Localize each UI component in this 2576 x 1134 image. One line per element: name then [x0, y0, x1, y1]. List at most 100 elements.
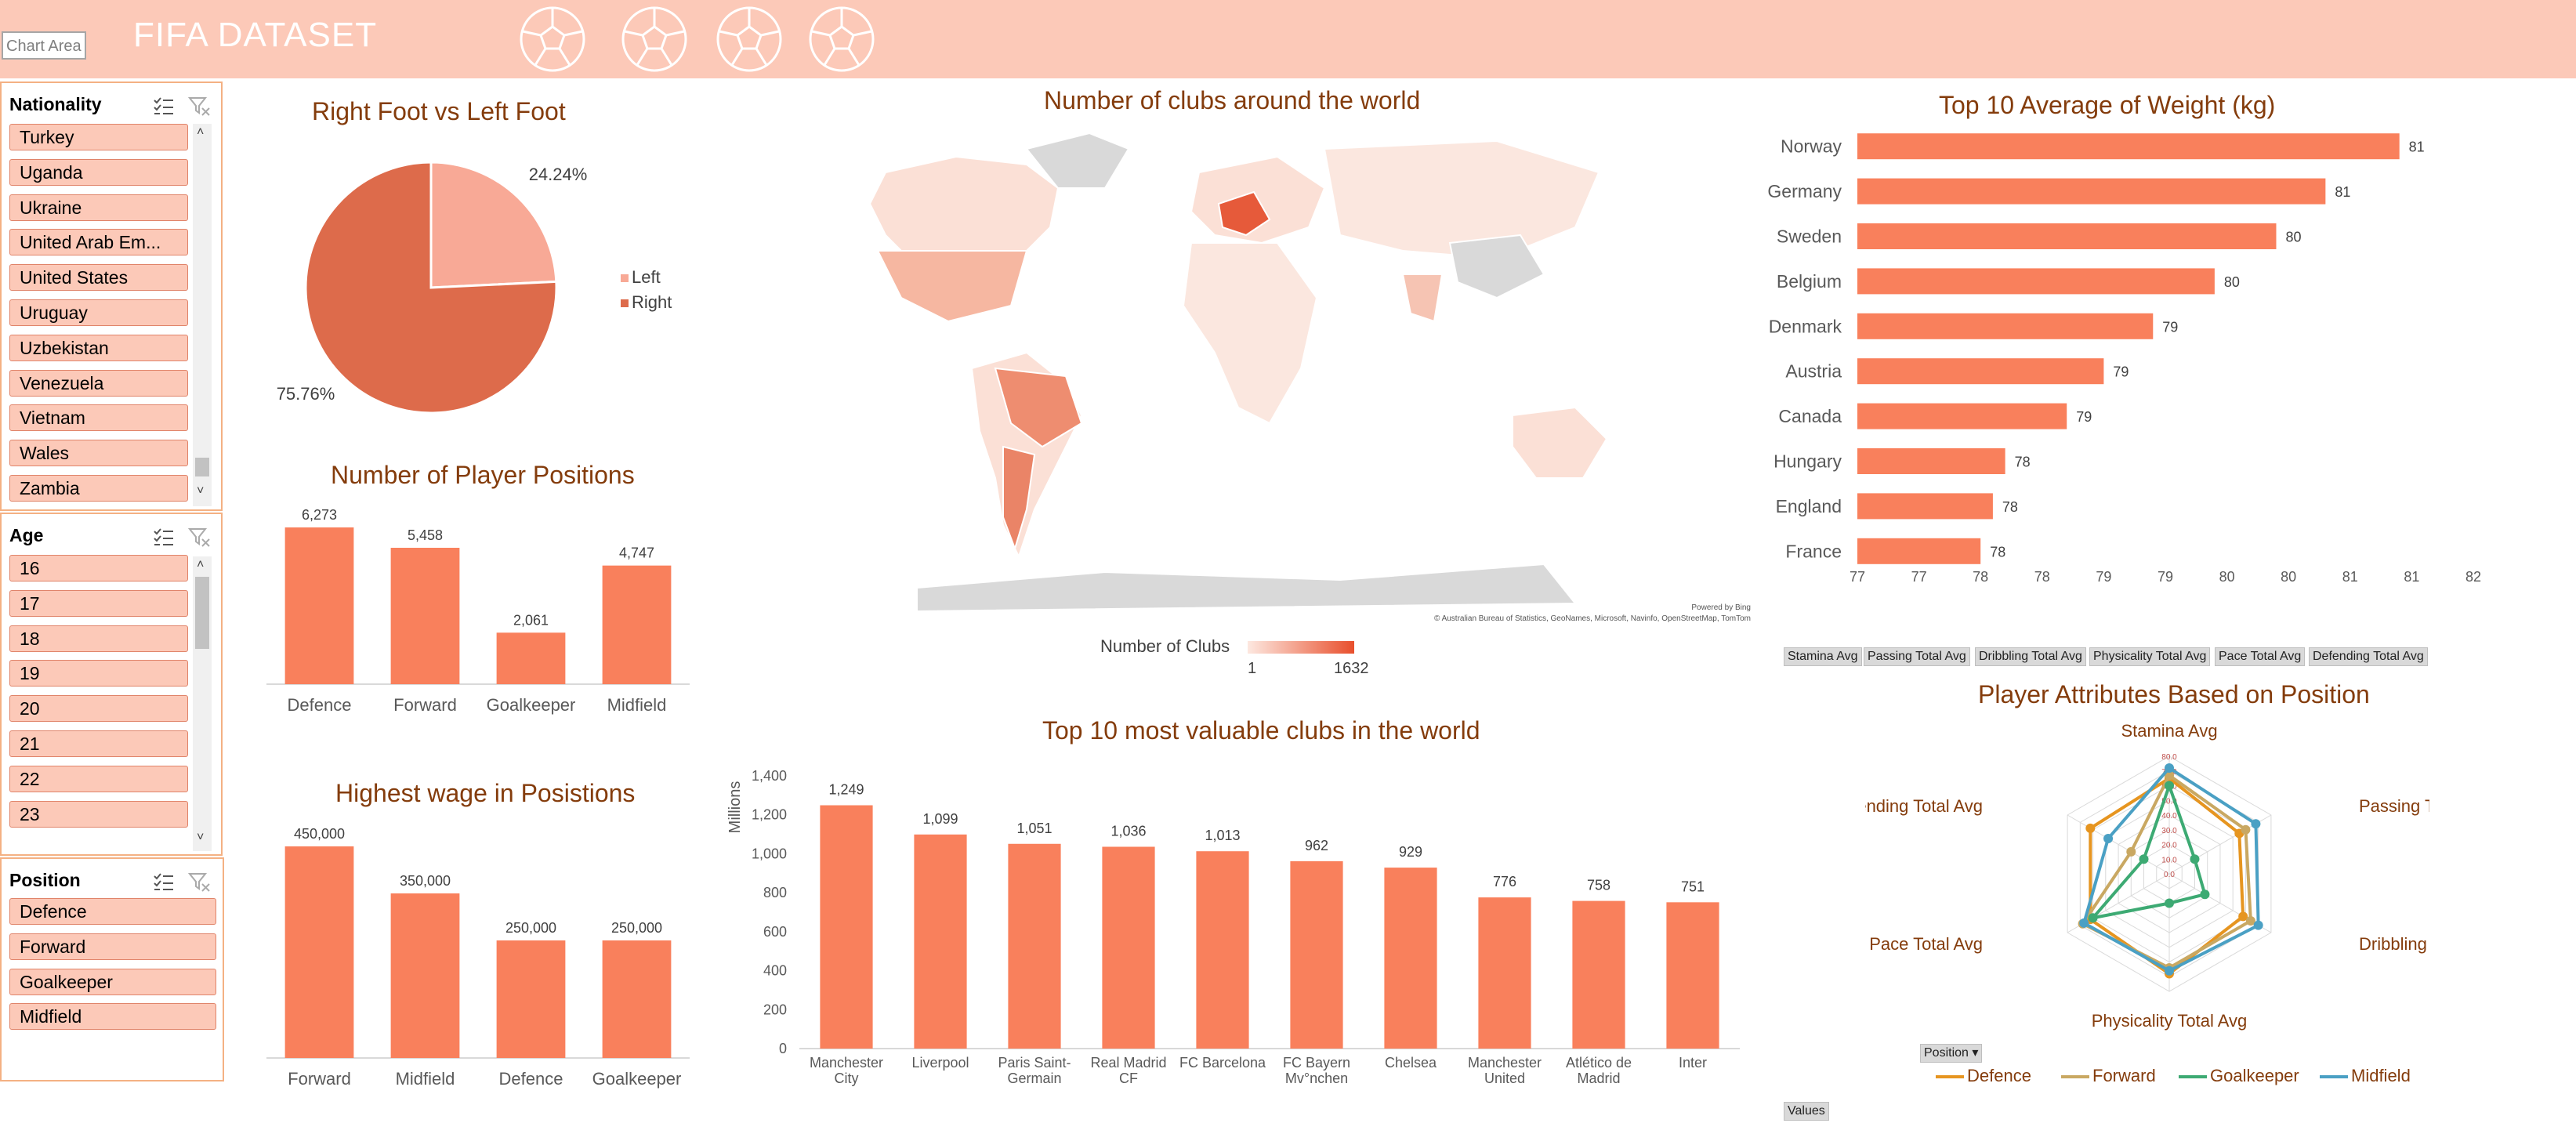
legend-item: Defence: [1936, 1066, 2031, 1086]
world-map[interactable]: Powered by Bing © Australian Bureau of S…: [792, 118, 1755, 627]
slicer-item[interactable]: 20: [9, 695, 188, 723]
legend-swatch: [1936, 1075, 1964, 1079]
radar-field-button[interactable]: Defending Total Avg: [2309, 647, 2428, 666]
radar-tick-label: 80.0: [2161, 753, 2177, 762]
scroll-up-icon[interactable]: ˄: [197, 125, 205, 139]
multi-select-icon[interactable]: [152, 527, 176, 547]
bar: [284, 527, 354, 684]
radar-axis-label: Stamina Avg: [2121, 721, 2217, 741]
radar-field-button[interactable]: Passing Total Avg: [1864, 647, 1970, 666]
radar-axis-label: Passing Total Avg: [2359, 796, 2429, 816]
bar: [602, 565, 672, 684]
radar-point: [2238, 911, 2248, 922]
slicer-item[interactable]: United Arab Em...: [9, 229, 188, 256]
values-field-button[interactable]: Values: [1784, 1102, 1829, 1121]
clear-filter-icon[interactable]: [188, 96, 212, 116]
slicer-item[interactable]: 18: [9, 625, 188, 652]
radar-tick-label: 10.0: [2161, 856, 2177, 864]
bar: [914, 834, 967, 1049]
position-slicer: Position Defence Forward Goalkeeper Midfiel…: [0, 857, 224, 1081]
y-tick-label: 0: [779, 1041, 787, 1056]
greenland-region: [1025, 132, 1130, 189]
nationality-scrollbar[interactable]: ˄ ˅: [193, 124, 212, 506]
clear-filter-icon[interactable]: [188, 527, 212, 547]
slicer-item[interactable]: Midfield: [9, 1003, 216, 1031]
bar-category-label: Midfield: [396, 1069, 455, 1089]
bar-category-label: Chelsea: [1385, 1055, 1437, 1071]
bar-value-label: 751: [1681, 879, 1705, 894]
legend-swatch: [2320, 1075, 2348, 1079]
chart-area-label[interactable]: Chart Area: [2, 31, 86, 60]
bar: [1666, 902, 1719, 1049]
map-title: Number of clubs around the world: [1044, 86, 1421, 114]
bar-category-label: Sweden: [1777, 226, 1842, 247]
slicer-item[interactable]: Uganda: [9, 158, 188, 186]
slicer-item[interactable]: Vietnam: [9, 404, 188, 432]
radar-tick-label: 0.0: [2164, 871, 2175, 879]
bar-value-label: 6,273: [302, 507, 337, 523]
scroll-up-icon[interactable]: ˄: [197, 558, 205, 571]
slicer-item[interactable]: 16: [9, 555, 188, 581]
bar-value-label: 350,000: [400, 873, 451, 889]
radar-field-button[interactable]: Pace Total Avg: [2215, 647, 2306, 666]
slicer-item[interactable]: Wales: [9, 440, 188, 467]
slicer-item[interactable]: Goalkeeper: [9, 968, 216, 995]
scroll-down-icon[interactable]: ˅: [197, 831, 205, 844]
slicer-item[interactable]: 17: [9, 589, 188, 617]
legend-label: Midfield: [2351, 1066, 2411, 1085]
scroll-thumb[interactable]: [195, 458, 209, 476]
bar: [284, 846, 354, 1058]
clear-filter-icon[interactable]: [188, 871, 212, 892]
multi-select-icon[interactable]: [152, 96, 176, 116]
age-scrollbar[interactable]: ˄ ˅: [193, 556, 212, 851]
weight-bar-chart: Norway 81 Germany 81 Sweden 80 Belgium 80 Denmar…: [1767, 133, 2481, 585]
radar-field-button[interactable]: Physicality Total Avg: [2089, 647, 2211, 666]
scroll-down-icon[interactable]: ˅: [197, 484, 205, 498]
position-filter-label: Position: [1924, 1046, 1969, 1060]
slicer-item[interactable]: Ukraine: [9, 194, 188, 221]
radar-field-button[interactable]: Stamina Avg: [1784, 647, 1862, 666]
radar-field-button[interactable]: Dribbling Total Avg: [1975, 647, 2086, 666]
legend-label: Goalkeeper: [2210, 1066, 2299, 1085]
scroll-thumb[interactable]: [195, 577, 209, 649]
age-slicer: Age 16 17 18 19 20 21 22 23 ˄ ˅: [0, 513, 223, 856]
radar-point: [2126, 846, 2136, 857]
multi-select-icon[interactable]: [152, 871, 176, 892]
map-legend-label: Number of Clubs: [1100, 636, 1230, 656]
slicer-item[interactable]: 21: [9, 730, 188, 757]
bar: [1857, 223, 2277, 249]
radar-axis-label: Physicality Total Avg: [2092, 1011, 2248, 1031]
bar-value-label: 78: [2015, 455, 2031, 470]
slicer-item[interactable]: Turkey: [9, 124, 188, 150]
brazil-region: [994, 367, 1083, 448]
bar-category-label: Goalkeeper: [592, 1069, 682, 1089]
radar-spoke: [2067, 814, 2170, 875]
bar-value-label: 81: [2335, 184, 2350, 200]
slicer-item[interactable]: 19: [9, 660, 188, 687]
slicer-item[interactable]: Zambia: [9, 475, 188, 502]
position-slicer-title: Position: [9, 870, 81, 890]
bar-category-label: FC Barcelona: [1179, 1055, 1266, 1071]
slicer-item[interactable]: Forward: [9, 933, 216, 960]
bar: [1384, 868, 1437, 1049]
slicer-item[interactable]: Uruguay: [9, 299, 188, 326]
slicer-item[interactable]: Venezuela: [9, 369, 188, 397]
slicer-item[interactable]: Uzbekistan: [9, 334, 188, 361]
bar: [1102, 846, 1155, 1049]
slicer-item[interactable]: United States: [9, 264, 188, 292]
slicer-item[interactable]: 23: [9, 800, 188, 828]
bar-value-label: 450,000: [294, 826, 345, 842]
slicer-item[interactable]: Defence: [9, 898, 216, 925]
radar-point: [2241, 824, 2251, 835]
radar-point: [2200, 889, 2210, 900]
x-tick-label: 81: [2404, 569, 2419, 585]
bar-value-label: 79: [2162, 319, 2178, 335]
slicer-item[interactable]: 22: [9, 765, 188, 792]
radar-point: [2190, 854, 2200, 864]
radar-tick-label: 50.0: [2161, 797, 2177, 806]
position-filter-button[interactable]: Position ▾: [1920, 1044, 1983, 1063]
x-tick-label: 79: [2096, 569, 2111, 585]
bar-category-label: France: [1785, 541, 1842, 561]
bar-value-label: 80: [2224, 274, 2240, 290]
x-tick-label: 77: [1911, 569, 1927, 585]
